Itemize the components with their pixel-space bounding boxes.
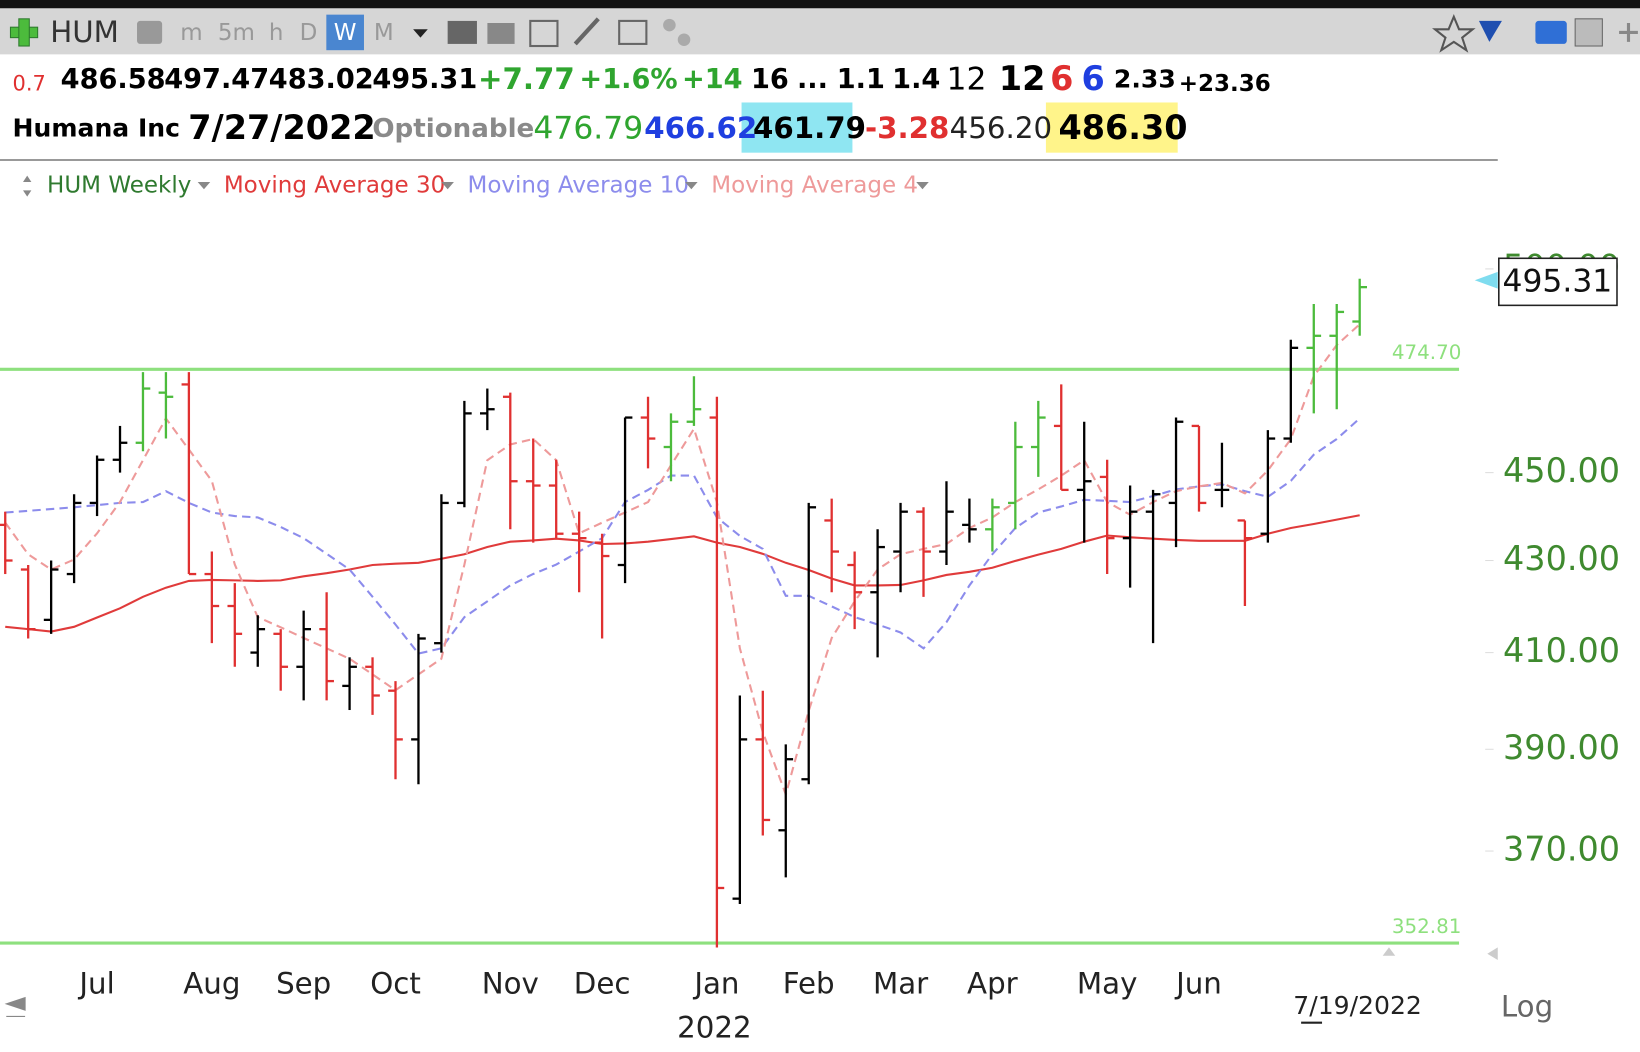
icon[interactable] bbox=[677, 33, 691, 47]
legend-dropdown[interactable] bbox=[916, 181, 929, 190]
flag-icon[interactable] bbox=[1478, 20, 1502, 42]
quote-field: +14 bbox=[682, 64, 743, 95]
interval-button[interactable]: W bbox=[334, 20, 357, 46]
quote-field: 476.79 bbox=[533, 111, 643, 147]
last-price-box bbox=[1498, 257, 1618, 307]
x-tick-label: Oct bbox=[370, 967, 421, 1001]
quote-field: 466.62 bbox=[644, 111, 757, 145]
resize-icon[interactable] bbox=[23, 175, 32, 197]
x-tick-label: Dec bbox=[574, 967, 631, 1001]
scroll-icon[interactable] bbox=[1487, 947, 1498, 960]
quote-field: 486.58 bbox=[61, 64, 166, 95]
x-tick-label: Jan bbox=[692, 967, 739, 1001]
interval-button[interactable]: h bbox=[269, 20, 284, 46]
moving-average bbox=[5, 514, 1360, 633]
quote-field: 2.33 bbox=[1114, 65, 1176, 94]
x-tick-label: Jun bbox=[1174, 967, 1222, 1001]
moving-average bbox=[5, 417, 1361, 655]
scale-toggle[interactable]: Log bbox=[1501, 990, 1553, 1024]
quote-field: 6 bbox=[1081, 59, 1104, 98]
y-tick-label: 450.00 bbox=[1503, 451, 1620, 490]
interval-button[interactable]: 5m bbox=[218, 20, 255, 46]
quote-field: 1.4 bbox=[892, 64, 940, 95]
quote-field: +7.77 bbox=[478, 62, 575, 96]
quote-field: Humana Inc bbox=[13, 114, 180, 143]
quote-field: 1.1 bbox=[837, 64, 885, 95]
x-tick-label: Apr bbox=[967, 967, 1019, 1001]
quote-field: 495.31 bbox=[372, 64, 477, 95]
pan-icon[interactable] bbox=[4, 996, 26, 1017]
quote-field: 486.30 bbox=[1058, 108, 1187, 147]
icon[interactable] bbox=[618, 19, 648, 45]
x-tick-label: Nov bbox=[482, 967, 539, 1001]
interval-button[interactable]: m bbox=[180, 20, 202, 46]
level-label: 474.70 bbox=[1392, 341, 1462, 364]
year-label: 2022 bbox=[677, 1010, 751, 1044]
x-tick-label: Jul bbox=[77, 967, 114, 1001]
icon[interactable] bbox=[573, 17, 600, 46]
quote-field: 461.79 bbox=[753, 111, 866, 145]
active-interval-bg bbox=[326, 14, 364, 51]
quote-highlight bbox=[741, 102, 853, 153]
level-label: 352.81 bbox=[1392, 915, 1462, 938]
legend-dropdown[interactable] bbox=[685, 181, 698, 190]
y-tick-label: 410.00 bbox=[1503, 631, 1620, 670]
toolbar bbox=[0, 8, 1640, 55]
quote-field: 6 bbox=[1050, 59, 1073, 98]
dropdown-icon[interactable] bbox=[413, 29, 428, 38]
symbol[interactable]: HUM bbox=[50, 15, 119, 49]
icon[interactable] bbox=[137, 20, 163, 44]
quote-field: +1.6% bbox=[579, 64, 677, 95]
x-tick-label: Aug bbox=[183, 967, 240, 1001]
last-price: 495.31 bbox=[1503, 263, 1613, 299]
cursor-date: 7/19/2022 bbox=[1293, 991, 1422, 1020]
legend-entry[interactable]: Moving Average 10 bbox=[468, 173, 689, 199]
add-icon[interactable] bbox=[9, 18, 39, 47]
icon[interactable] bbox=[447, 20, 477, 44]
moving-average bbox=[4, 323, 1361, 798]
quote-field: +23.36 bbox=[1179, 71, 1271, 97]
x-tick-label: Mar bbox=[873, 967, 929, 1001]
quote-field: ... bbox=[797, 64, 828, 95]
quote-field: 12 bbox=[947, 62, 987, 98]
icon[interactable] bbox=[1574, 18, 1603, 47]
legend-entry[interactable]: Moving Average 30 bbox=[224, 173, 445, 199]
window-edge bbox=[0, 0, 1640, 9]
star-icon[interactable] bbox=[1432, 14, 1476, 53]
icon[interactable] bbox=[1619, 23, 1638, 42]
quote-field: 7/27/2022 bbox=[188, 108, 375, 147]
legend-dropdown[interactable] bbox=[441, 181, 454, 190]
quote-field: 12 bbox=[999, 59, 1046, 98]
interval-button[interactable]: M bbox=[374, 20, 394, 46]
quote-field: Optionable bbox=[372, 114, 534, 144]
y-tick-label: 430.00 bbox=[1503, 539, 1620, 578]
x-tick-label: May bbox=[1077, 967, 1138, 1001]
y-tick-label: 390.00 bbox=[1503, 728, 1620, 767]
icon[interactable] bbox=[1535, 20, 1567, 44]
x-tick-label: Sep bbox=[276, 967, 331, 1001]
last-price-marker bbox=[1474, 271, 1498, 289]
icon[interactable] bbox=[663, 18, 676, 32]
quote-field: 0.7 bbox=[13, 72, 46, 96]
quote-field: 456.20 bbox=[950, 111, 1052, 145]
add-icon-v bbox=[18, 18, 30, 47]
quote-field: 16 bbox=[751, 64, 789, 95]
quote-field: 497.47 bbox=[164, 64, 269, 95]
legend-entry[interactable]: Moving Average 4 bbox=[711, 173, 918, 199]
legend-dropdown[interactable] bbox=[197, 181, 211, 190]
x-tick-label: Feb bbox=[783, 967, 835, 1001]
quote-field: 483.02 bbox=[269, 64, 374, 95]
y-tick-label: 370.00 bbox=[1503, 830, 1620, 869]
icon[interactable] bbox=[529, 19, 559, 48]
interval-button[interactable]: D bbox=[300, 20, 318, 46]
scroll-icon[interactable] bbox=[1382, 947, 1396, 956]
quote-field: -3.28 bbox=[865, 111, 949, 145]
icon[interactable] bbox=[487, 23, 515, 44]
legend-entry[interactable]: HUM Weekly bbox=[47, 173, 191, 199]
quote-highlight bbox=[1045, 102, 1178, 153]
